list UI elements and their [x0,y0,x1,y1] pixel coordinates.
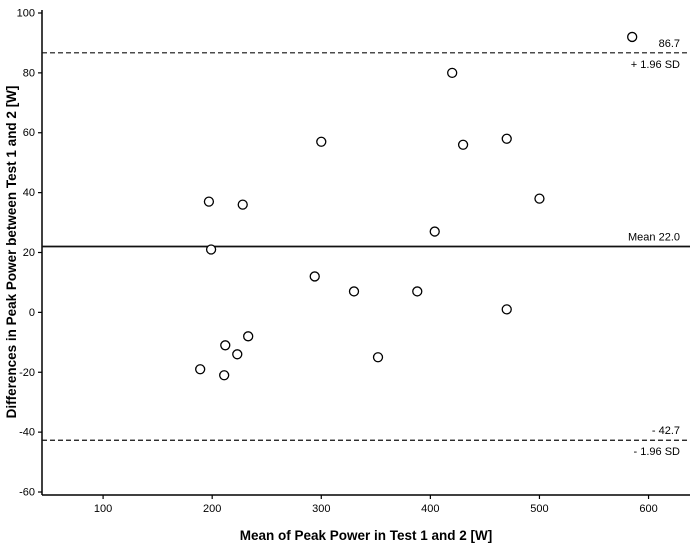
data-point [219,370,230,381]
lower-loa-label-below: - 1.96 SD [634,446,681,458]
data-point [412,286,423,297]
y-tick-label: -60 [19,487,35,499]
data-point [429,226,440,237]
data-point [627,31,638,43]
data-point [447,67,458,79]
data-point [534,193,545,204]
data-point [457,139,469,150]
lower-loa-label-above: - 42.7 [652,425,680,437]
data-point [237,199,248,210]
y-tick-label: -20 [19,367,35,379]
y-tick-label: 80 [23,67,35,79]
y-tick-label: 0 [29,307,35,319]
data-point [501,133,512,144]
x-tick-label: 400 [421,503,439,515]
upper-loa-label-below: + 1.96 SD [631,59,680,71]
data-point [195,364,206,375]
y-tick-label: 60 [23,127,35,139]
data-point [205,244,217,255]
data-point [220,340,231,351]
x-tick-label: 100 [94,503,112,515]
data-point [309,271,320,282]
data-point [501,304,512,315]
x-tick-label: 300 [312,503,330,515]
x-axis-title: Mean of Peak Power in Test 1 and 2 [W] [240,528,493,543]
data-point [348,286,360,297]
mean-label-above: Mean 22.0 [628,232,680,244]
data-point [316,136,327,147]
y-tick-label: -40 [19,427,35,439]
y-tick-label: 40 [23,187,35,199]
x-tick-label: 200 [203,503,221,515]
upper-loa-label-above: 86.7 [659,38,680,50]
x-tick-label: 600 [639,503,657,515]
x-tick-label: 500 [530,503,548,515]
data-point [203,196,215,207]
y-axis-title: Differences in Peak Power between Test 1… [4,86,19,419]
data-point [372,352,384,363]
y-tick-label: 20 [23,247,35,259]
data-point [243,331,254,342]
data-point [232,349,243,360]
plot-area: 100 200 300 400 500 600 -60 -40 -20 0 20 40 60 80 100 8… [17,7,690,515]
y-tick-label: 100 [17,7,35,19]
